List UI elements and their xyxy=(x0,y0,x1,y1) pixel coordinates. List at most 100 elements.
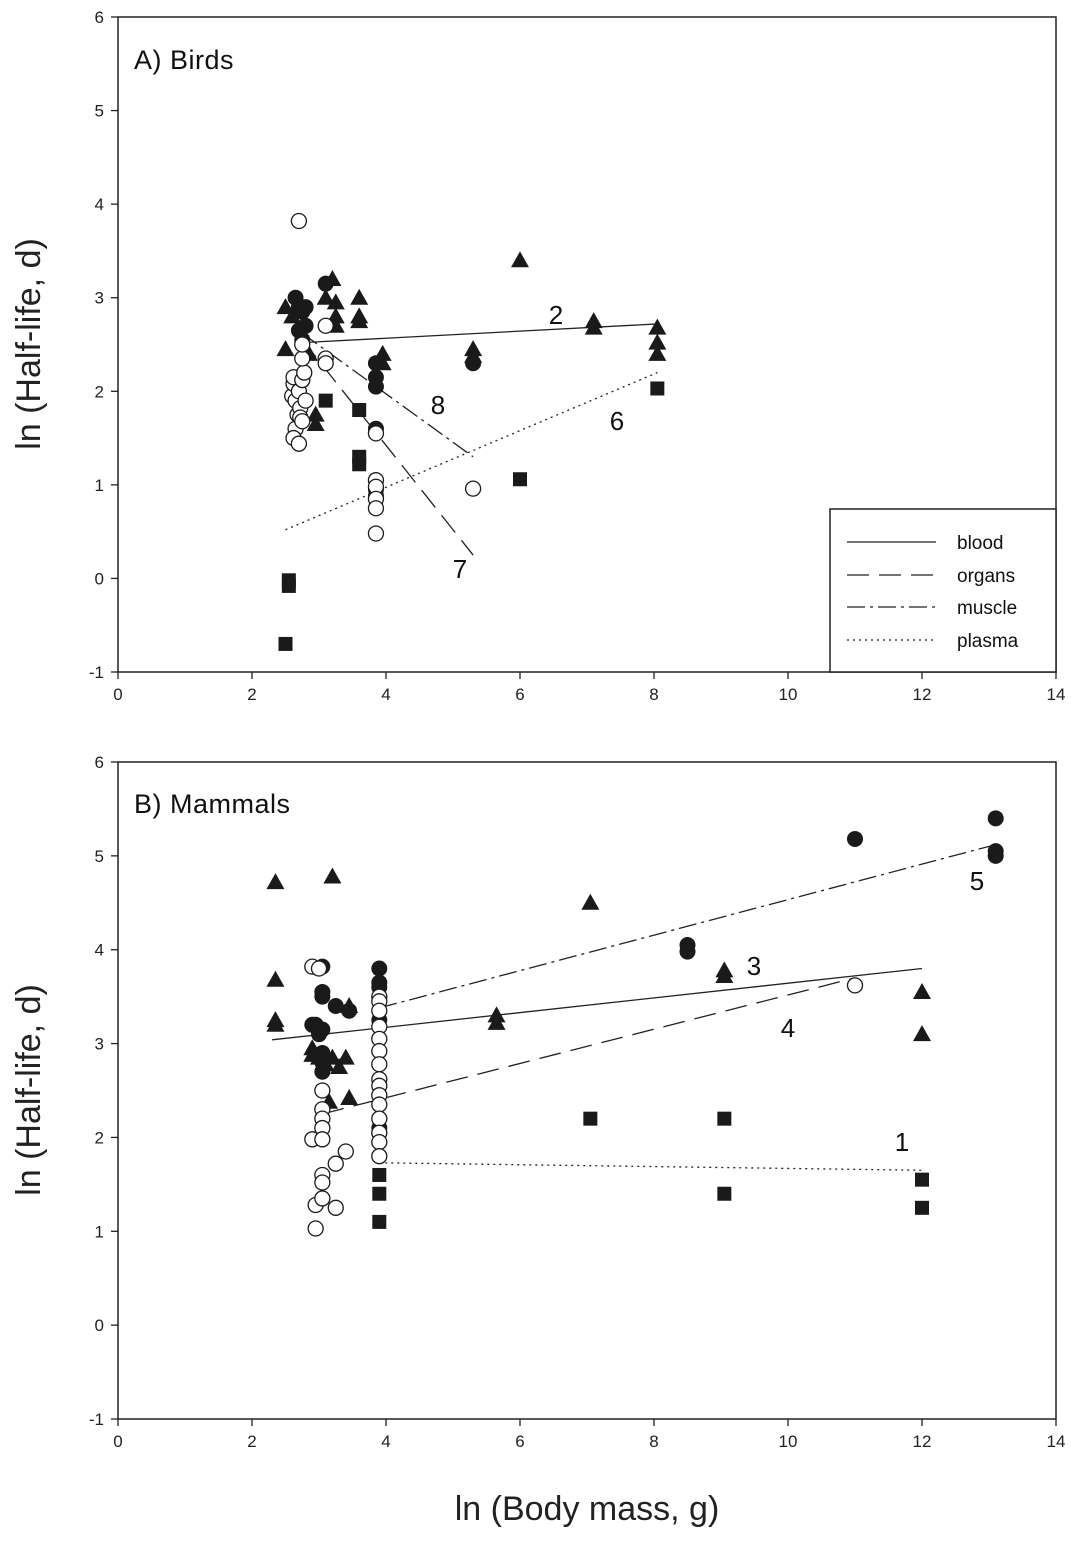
x-tick-label: 6 xyxy=(515,1432,524,1451)
data-point-filled-triangle xyxy=(276,340,295,357)
x-tick-label: 12 xyxy=(913,1432,932,1451)
data-point-open-circle xyxy=(371,1110,388,1127)
data-point-open-circle xyxy=(314,1082,331,1099)
fit-labels: 2 6 7 8 xyxy=(431,300,624,584)
panel-title: B) Mammals xyxy=(134,789,291,819)
data-point-open-circle xyxy=(464,480,482,497)
data-point-filled-triangle xyxy=(487,1013,506,1030)
fit-lines xyxy=(272,843,996,1171)
data-point-open-circle xyxy=(314,1174,331,1191)
x-tick-label: 6 xyxy=(515,685,524,704)
data-point-filled-triangle xyxy=(648,344,667,361)
y-tick-label: 3 xyxy=(95,1035,104,1054)
data-point-open-circle xyxy=(327,1155,344,1172)
data-point-filled-triangle xyxy=(306,415,325,432)
data-point-filled-triangle xyxy=(326,307,345,324)
y-tick-label: 4 xyxy=(95,195,104,214)
data-point-filled-triangle xyxy=(648,318,667,335)
data-point-filled-circle xyxy=(987,810,1004,827)
data-point-filled-square xyxy=(650,381,665,396)
data-point-filled-square xyxy=(915,1172,929,1187)
data-point-filled-square xyxy=(278,636,293,651)
y-tick-label: 1 xyxy=(95,1222,104,1241)
data-point-open-circle xyxy=(371,1096,388,1113)
data-point-open-circle xyxy=(317,355,334,372)
x-tick-label: 8 xyxy=(649,685,658,704)
x-tick-label: 14 xyxy=(1047,1432,1066,1451)
fit-line-7 xyxy=(301,339,474,556)
data-point-filled-triangle xyxy=(283,307,302,324)
data-point-open-circle xyxy=(846,977,864,994)
x-tick-label: 4 xyxy=(381,685,390,704)
data-point-open-circle xyxy=(314,1131,331,1148)
data-point-filled-square xyxy=(372,1214,387,1229)
legend-label-organs: organs xyxy=(957,566,1015,587)
y-tick-label: 2 xyxy=(95,1128,104,1147)
fit-label-5: 5 xyxy=(970,866,984,896)
data-point-filled-circle xyxy=(314,988,331,1005)
data-point-open-circle xyxy=(371,1056,388,1073)
fit-label-8: 8 xyxy=(431,390,445,420)
data-point-open-circle xyxy=(317,317,334,334)
data-point-filled-triangle xyxy=(266,873,285,890)
data-point-open-circle xyxy=(314,1190,331,1207)
data-point-filled-circle xyxy=(679,943,696,960)
plot-frame xyxy=(117,761,1057,1420)
data-point-open-circle xyxy=(371,1133,388,1151)
data-point-filled-triangle xyxy=(464,346,483,363)
data-point-filled-triangle xyxy=(326,293,345,310)
data-point-open-circle xyxy=(296,364,313,381)
x-tick-label: 12 xyxy=(913,685,932,704)
data-point-filled-triangle xyxy=(266,1015,285,1032)
legend: blood organs muscle plasma xyxy=(829,508,1057,673)
plot-frame xyxy=(117,16,1057,673)
data-point-open-circle xyxy=(307,1220,324,1237)
legend-label-plasma: plasma xyxy=(957,631,1019,652)
fit-line-6 xyxy=(285,371,658,531)
legend-label-muscle: muscle xyxy=(957,598,1017,619)
data-point-filled-circle xyxy=(297,317,314,334)
fit-label-1: 1 xyxy=(895,1127,909,1157)
data-point-filled-square xyxy=(352,403,367,417)
x-tick-label: 14 xyxy=(1047,685,1066,704)
data-point-open-circle xyxy=(290,435,308,452)
data-point-filled-square xyxy=(717,1186,732,1201)
x-tick-label: 10 xyxy=(779,685,798,704)
data-point-filled-circle xyxy=(987,847,1004,864)
data-point-filled-triangle xyxy=(316,288,335,305)
legend-label-blood: blood xyxy=(957,533,1004,554)
legend-box xyxy=(829,508,1057,673)
data-point-filled-triangle xyxy=(266,970,285,987)
x-tick-label: 4 xyxy=(381,1432,390,1451)
fit-line-5 xyxy=(379,843,996,1009)
x-tick-label: 0 xyxy=(113,685,122,704)
data-point-filled-triangle xyxy=(306,405,325,422)
data-point-open-circle xyxy=(367,425,385,442)
y-tick-label: 1 xyxy=(95,476,104,495)
x-axis-title: ln (Body mass, g) xyxy=(455,1490,720,1528)
fit-label-2: 2 xyxy=(549,300,563,330)
data-point-filled-triangle xyxy=(330,1058,349,1075)
data-point-filled-triangle xyxy=(350,312,369,329)
data-point-open-circle xyxy=(371,1002,388,1019)
data-point-open-circle xyxy=(294,350,311,367)
fit-line-1 xyxy=(379,1162,923,1171)
data-point-filled-triangle xyxy=(373,354,392,371)
data-point-open-circle xyxy=(294,336,311,353)
panel-title: A) Birds xyxy=(134,45,234,75)
data-point-filled-circle xyxy=(367,378,384,395)
data-point-filled-square xyxy=(281,578,296,593)
data-point-filled-triangle xyxy=(373,344,392,361)
y-axis-title-a: ln (Half-life, d) xyxy=(10,238,48,450)
y-axis-title-b: ln (Half-life, d) xyxy=(10,984,48,1196)
y-tick-label: 0 xyxy=(95,569,104,588)
data-point-filled-triangle xyxy=(323,867,342,884)
x-tick-label: 2 xyxy=(247,1432,256,1451)
data-point-open-circle xyxy=(367,525,385,542)
fit-label-7: 7 xyxy=(453,554,467,584)
fit-label-6: 6 xyxy=(610,406,624,436)
